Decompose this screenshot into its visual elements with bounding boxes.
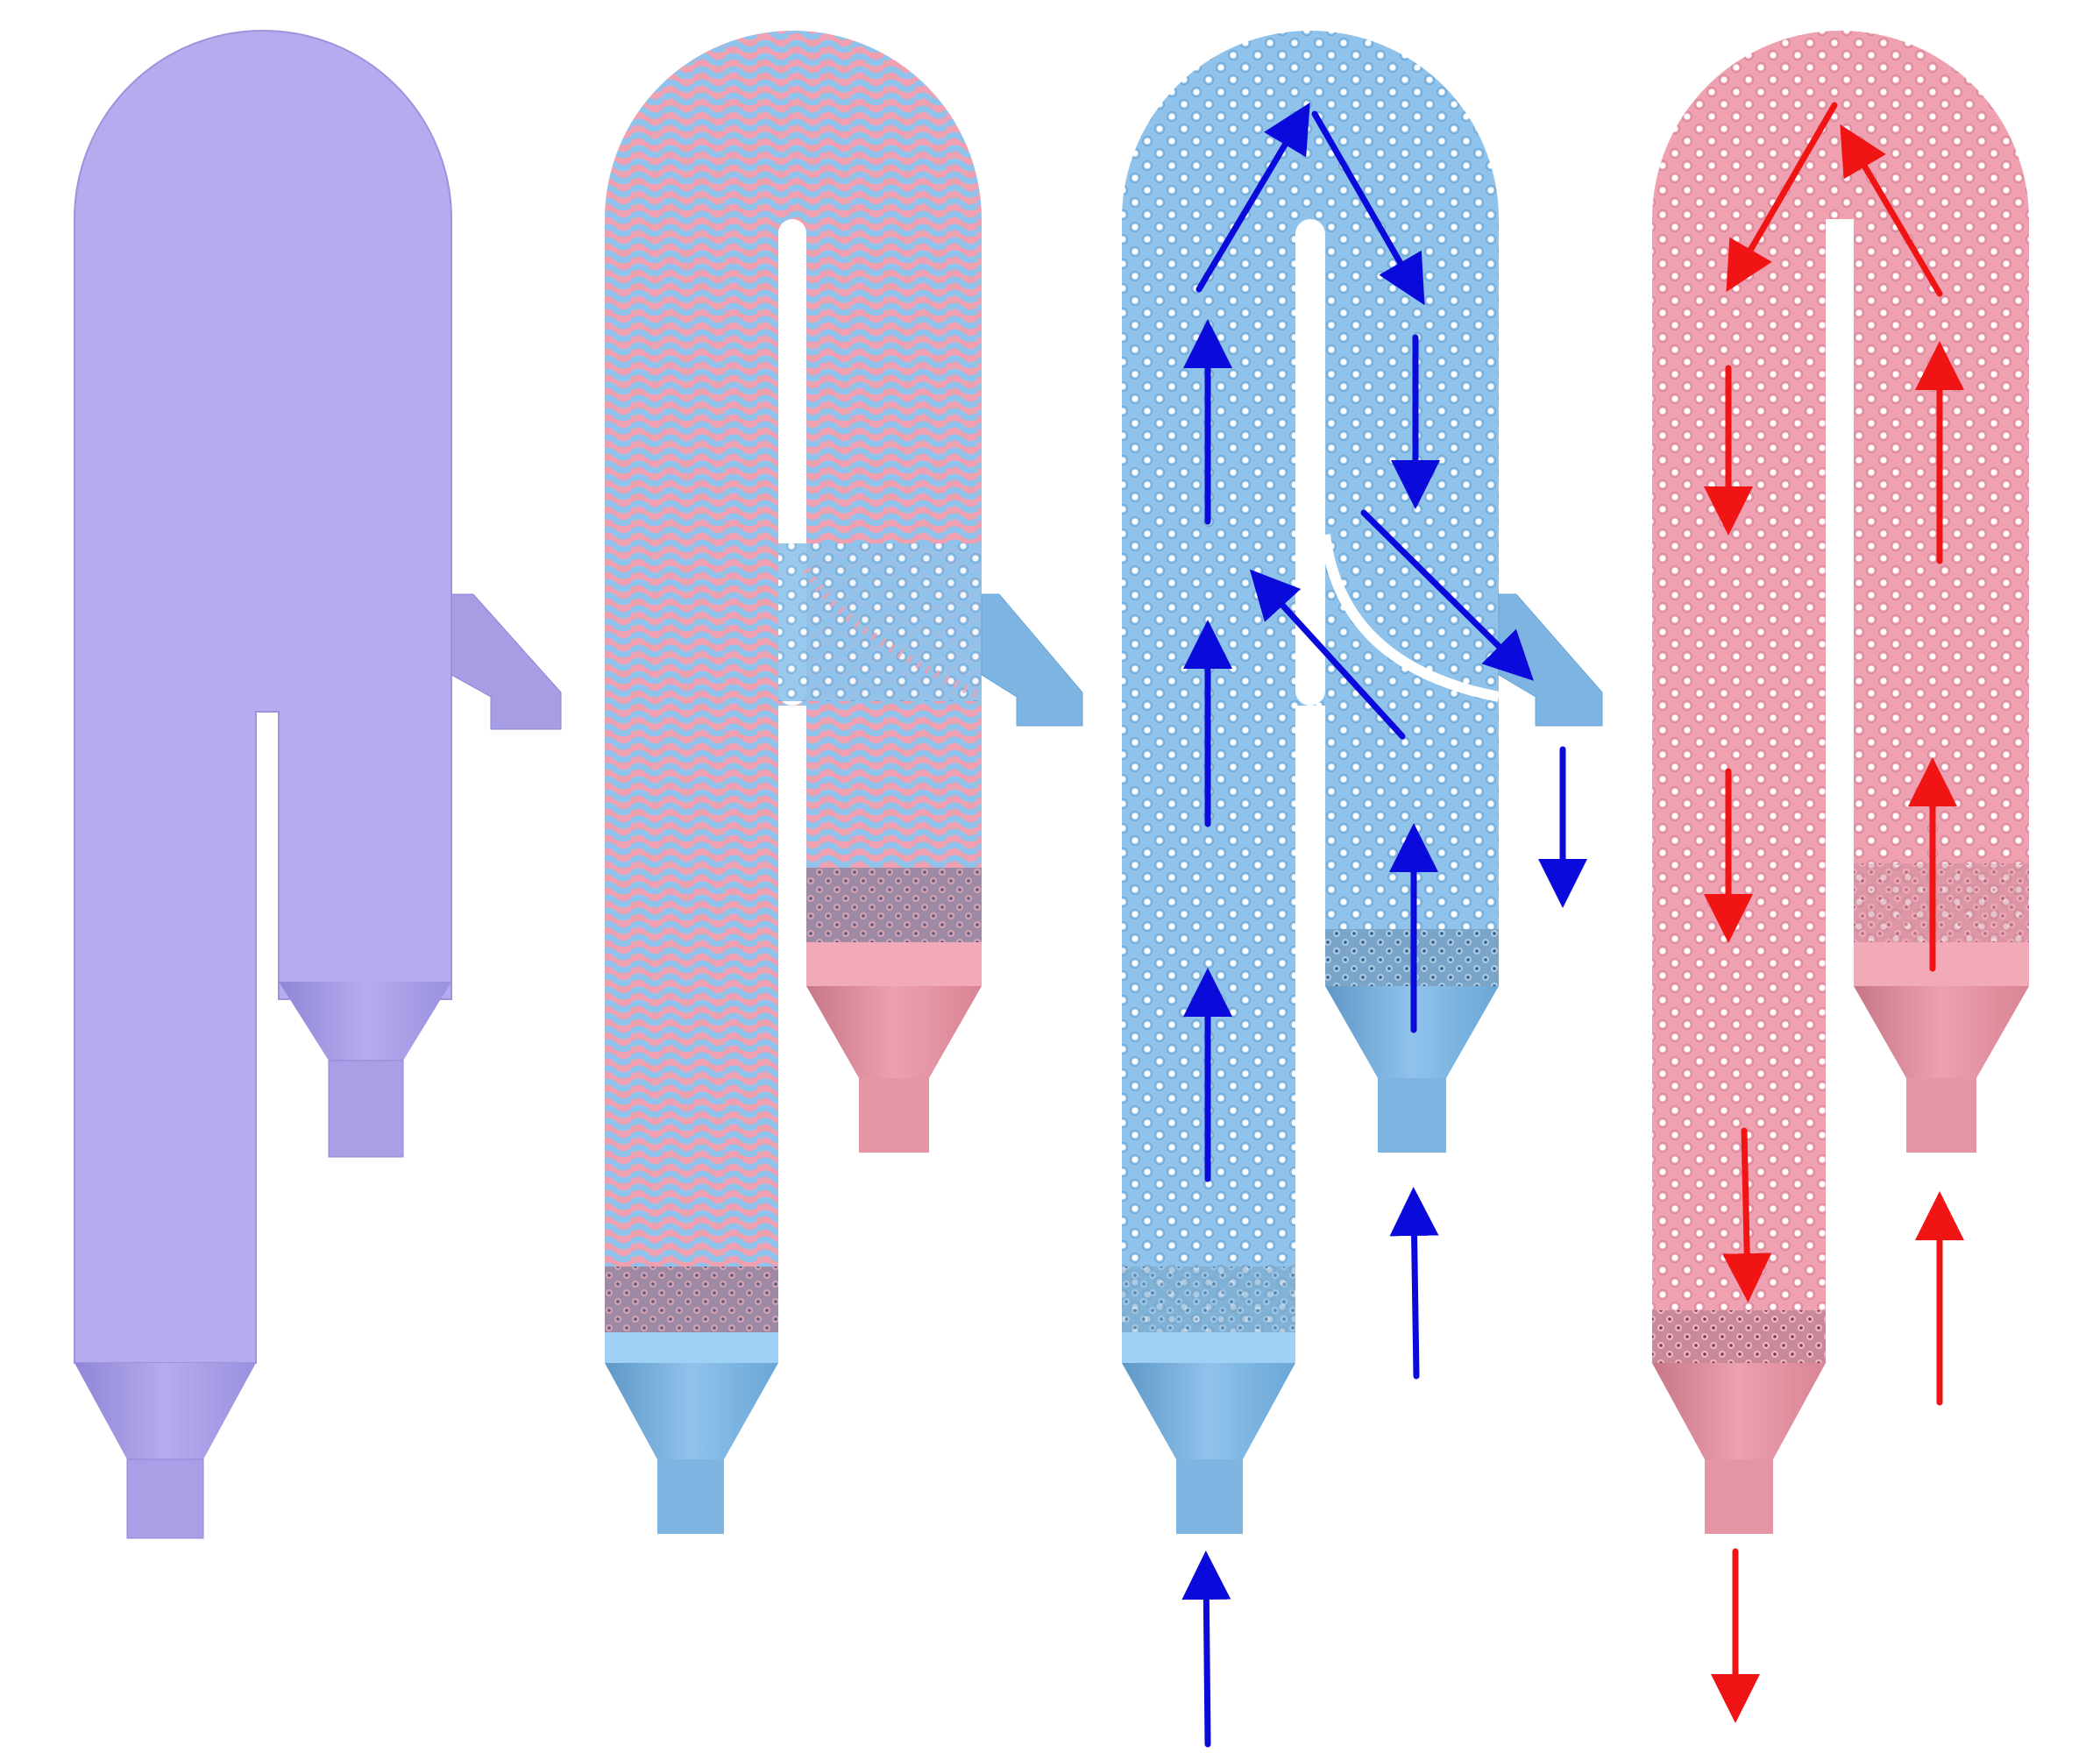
pink-left-cone xyxy=(1652,1363,1826,1459)
panel-2-two-fluid xyxy=(605,31,1083,1534)
right-cone-pink xyxy=(806,986,982,1078)
blue-curved-baffle xyxy=(1320,534,1501,702)
blue-left-dense-band xyxy=(1122,1267,1295,1332)
panel-4-hot-fluid xyxy=(1652,31,2029,1723)
blue-central-slot xyxy=(1295,219,1325,706)
blue-left-collar xyxy=(1122,1332,1295,1363)
right-pipe-pink xyxy=(859,1078,929,1153)
arrow-diagonal-icon xyxy=(1840,124,1943,297)
arrow-diagonal-icon xyxy=(1360,509,1534,681)
arrow-up-icon xyxy=(1389,1187,1439,1380)
side-nozzle-blue xyxy=(981,593,1083,727)
arrow-diagonal-icon xyxy=(1249,569,1406,740)
pink-left-dense-band xyxy=(1652,1310,1826,1363)
arrow-down-icon xyxy=(1722,1127,1772,1302)
envelope-side-nozzle xyxy=(451,593,562,730)
pink-right-dense-band xyxy=(1854,863,2029,942)
left-pipe-blue xyxy=(657,1459,724,1534)
pink-central-slot xyxy=(1826,219,1854,990)
arrow-diagonal-icon xyxy=(1195,102,1310,293)
envelope-outlet-cone xyxy=(74,1363,256,1459)
left-cone-blue xyxy=(605,1363,778,1459)
envelope-body xyxy=(74,30,452,1364)
upper-cut-blue-region xyxy=(778,543,982,701)
right-collar-pink xyxy=(806,942,982,986)
left-dense-band xyxy=(605,1267,778,1332)
pink-left-pipe xyxy=(1705,1459,1773,1534)
pink-right-cone xyxy=(1854,986,2029,1078)
pink-right-pipe xyxy=(1906,1078,1976,1153)
envelope-right-cone xyxy=(279,982,451,1061)
arrow-diagonal-icon xyxy=(1726,102,1838,293)
arrow-up-icon xyxy=(1181,1551,1231,1748)
panel-1-envelope xyxy=(74,30,562,1539)
blue-flow-arrows xyxy=(1181,102,1587,1748)
envelope-outlet-pipe xyxy=(126,1458,204,1539)
blue-right-pipe xyxy=(1378,1078,1446,1153)
blue-left-cone xyxy=(1122,1363,1295,1459)
panel-3-cold-fluid xyxy=(1122,31,1603,1748)
left-collar xyxy=(605,1332,778,1363)
pink-right-collar xyxy=(1854,942,2029,986)
right-dense-band xyxy=(806,868,982,942)
arrow-diagonal-icon xyxy=(1311,110,1425,306)
blue-left-pipe xyxy=(1176,1459,1243,1534)
red-flow-arrows xyxy=(1704,102,1964,1723)
envelope-right-pipe xyxy=(328,1060,404,1158)
